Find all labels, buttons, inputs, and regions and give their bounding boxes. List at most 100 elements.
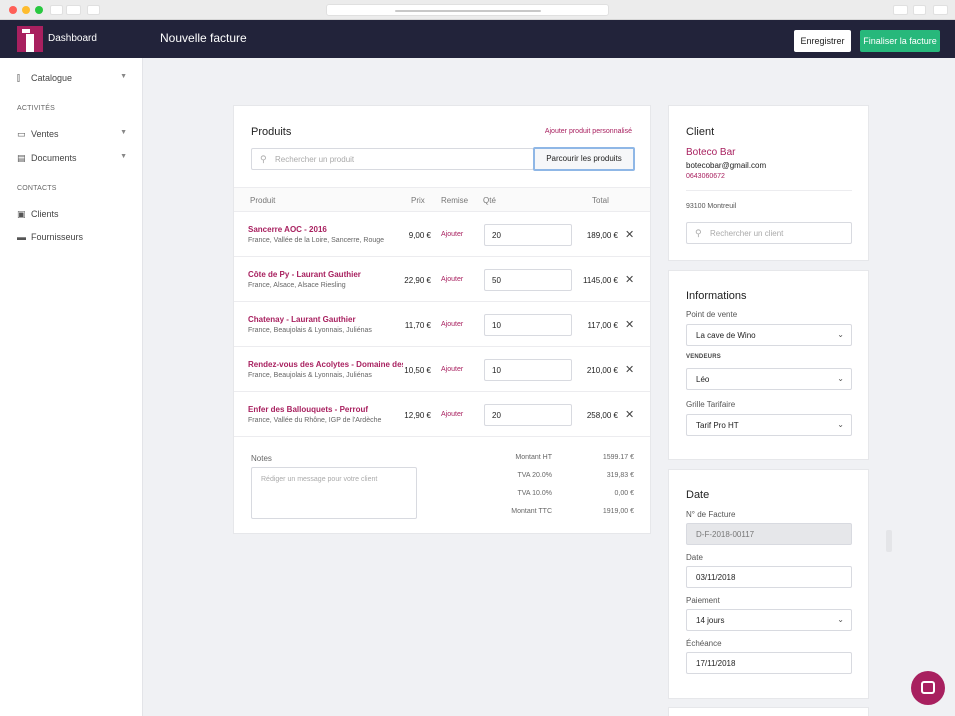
chevron-down-icon: ⌄	[837, 374, 844, 383]
quantity-input[interactable]: 20	[484, 404, 572, 426]
quantity-input[interactable]: 10	[484, 314, 572, 336]
product-name-link[interactable]: Côte de Py - Laurant Gauthier	[248, 270, 361, 279]
remove-line-icon[interactable]: ✕	[625, 364, 635, 376]
sidebar-item-label: Clients	[31, 209, 59, 219]
truck-icon: ▬	[17, 232, 26, 242]
share-button[interactable]	[893, 5, 908, 15]
sidebar-item-ventes[interactable]: ▭ Ventes ▼	[17, 128, 129, 144]
due-date-label: Échéance	[686, 639, 722, 648]
summary-label: TVA 10.0%	[517, 490, 552, 497]
informations-title: Informations	[686, 290, 747, 302]
select-value: La cave de Wino	[696, 331, 756, 340]
client-email: botecobar@gmail.com	[686, 161, 767, 170]
product-origin: France, Beaujolais & Lyonnais, Juliénas	[248, 372, 372, 379]
browse-products-button[interactable]: Parcourir les produits	[533, 147, 635, 171]
sidebar-item-catalogue[interactable]: ⫿ Catalogue ▼	[17, 72, 129, 88]
price-grid-select[interactable]: Tarif Pro HT ⌄	[686, 414, 852, 436]
minimize-window-button[interactable]	[22, 6, 30, 14]
window-titlebar	[0, 0, 955, 20]
products-card: Produits Ajouter produit personnalisé ⚲ …	[233, 105, 651, 534]
product-name-link[interactable]: Chatenay - Laurant Gauthier	[248, 315, 356, 324]
vendeurs-select[interactable]: Léo ⌄	[686, 368, 852, 390]
product-price: 10,50 €	[404, 366, 431, 375]
sidebar-item-clients[interactable]: ▣ Clients	[17, 208, 129, 224]
add-discount-link[interactable]: Ajouter	[441, 276, 464, 283]
quantity-input[interactable]: 10	[484, 359, 572, 381]
page-title: Nouvelle facture	[160, 31, 247, 45]
informations-card: Informations Point de vente La cave de W…	[668, 270, 869, 460]
invoice-number-label: N° de Facture	[686, 510, 736, 519]
product-name-link[interactable]: Enfer des Ballouquets - Perrouf	[248, 405, 369, 414]
chevron-down-icon: ⌄	[837, 615, 844, 624]
date-input[interactable]: 03/11/2018	[686, 566, 852, 588]
summary-value: 1919,00 €	[602, 508, 634, 515]
finalize-invoice-button[interactable]: Finaliser la facture	[860, 30, 940, 52]
column-header-total: Total	[592, 196, 609, 205]
sidebar-item-fournisseurs[interactable]: ▬ Fournisseurs	[17, 231, 129, 247]
table-row: Enfer des Ballouquets - Perrouf France, …	[234, 392, 650, 437]
document-icon: ▤	[17, 153, 26, 163]
payment-select[interactable]: 14 jours ⌄	[686, 609, 852, 631]
sidebar-section-activites: ACTIVITÉS	[17, 105, 55, 112]
line-total: 210,00 €	[586, 366, 618, 375]
due-date-input[interactable]: 17/11/2018	[686, 652, 852, 674]
search-placeholder: Rechercher un produit	[275, 155, 355, 164]
scrollbar[interactable]	[886, 530, 892, 552]
quantity-input[interactable]: 20	[484, 224, 572, 246]
date-card: Date N° de Facture D-F-2018-00117 Date 0…	[668, 469, 869, 699]
summary-label: Montant TTC	[511, 508, 552, 515]
product-name-link[interactable]: Rendez-vous des Acolytes - Domaine des…	[248, 360, 403, 369]
product-price: 11,70 €	[404, 321, 431, 330]
back-forward-button[interactable]	[66, 5, 81, 15]
chat-icon	[921, 681, 935, 694]
add-discount-link[interactable]: Ajouter	[441, 231, 464, 238]
brand-logo	[17, 26, 43, 52]
client-search-input[interactable]: ⚲ Rechercher un client	[686, 222, 852, 244]
table-header: Produit Prix Remise Qté Total	[234, 187, 650, 212]
select-value: Tarif Pro HT	[696, 421, 739, 430]
date-title: Date	[686, 489, 710, 501]
column-header-product: Produit	[250, 196, 276, 205]
chevron-down-icon: ▼	[120, 73, 127, 80]
quantity-input[interactable]: 50	[484, 269, 572, 291]
sidebar-item-label: Documents	[31, 153, 77, 163]
product-search-input[interactable]: ⚲ Rechercher un produit	[251, 148, 534, 170]
field-value: 17/11/2018	[696, 659, 736, 668]
remove-line-icon[interactable]: ✕	[625, 409, 635, 421]
client-name-link[interactable]: Boteco Bar	[686, 147, 736, 158]
notes-textarea[interactable]: Rédiger un message pour votre client	[251, 467, 417, 519]
cash-icon: ▭	[17, 129, 26, 139]
column-header-discount: Remise	[441, 196, 469, 205]
remove-line-icon[interactable]: ✕	[625, 319, 635, 331]
product-price: 9,00 €	[408, 231, 431, 240]
close-window-button[interactable]	[9, 6, 17, 14]
point-of-sale-select[interactable]: La cave de Wino ⌄	[686, 324, 852, 346]
address-bar[interactable]	[326, 4, 609, 16]
browser-tab-button[interactable]	[87, 5, 100, 15]
add-discount-link[interactable]: Ajouter	[441, 321, 464, 328]
summary-label: Montant HT	[515, 454, 552, 461]
date-label: Date	[686, 553, 703, 562]
sidebar-item-documents[interactable]: ▤ Documents ▼	[17, 152, 129, 168]
chat-launcher-button[interactable]	[911, 671, 945, 705]
add-custom-product-link[interactable]: Ajouter produit personnalisé	[544, 128, 632, 135]
payment-label: Paiement	[686, 596, 720, 605]
sidebar-toggle-button[interactable]	[50, 5, 63, 15]
tabs-button[interactable]	[913, 5, 926, 15]
table-row: Sancerre AOC - 2016 France, Vallée de la…	[234, 212, 650, 257]
product-origin: France, Beaujolais & Lyonnais, Juliénas	[248, 327, 372, 334]
remove-line-icon[interactable]: ✕	[625, 274, 635, 286]
add-discount-link[interactable]: Ajouter	[441, 411, 464, 418]
new-tab-button[interactable]	[933, 5, 948, 15]
remove-line-icon[interactable]: ✕	[625, 229, 635, 241]
chevron-down-icon: ▼	[120, 129, 127, 136]
maximize-window-button[interactable]	[35, 6, 43, 14]
notes-label: Notes	[251, 454, 272, 463]
save-button[interactable]: Enregistrer	[794, 30, 851, 52]
client-card: Client Boteco Bar botecobar@gmail.com 06…	[668, 105, 869, 261]
product-name-link[interactable]: Sancerre AOC - 2016	[248, 225, 327, 234]
add-discount-link[interactable]: Ajouter	[441, 366, 464, 373]
price-grid-label: Grille Tarifaire	[686, 400, 736, 409]
client-address: 93100 Montreuil	[686, 203, 737, 210]
brand[interactable]: Dashboard	[0, 20, 143, 58]
